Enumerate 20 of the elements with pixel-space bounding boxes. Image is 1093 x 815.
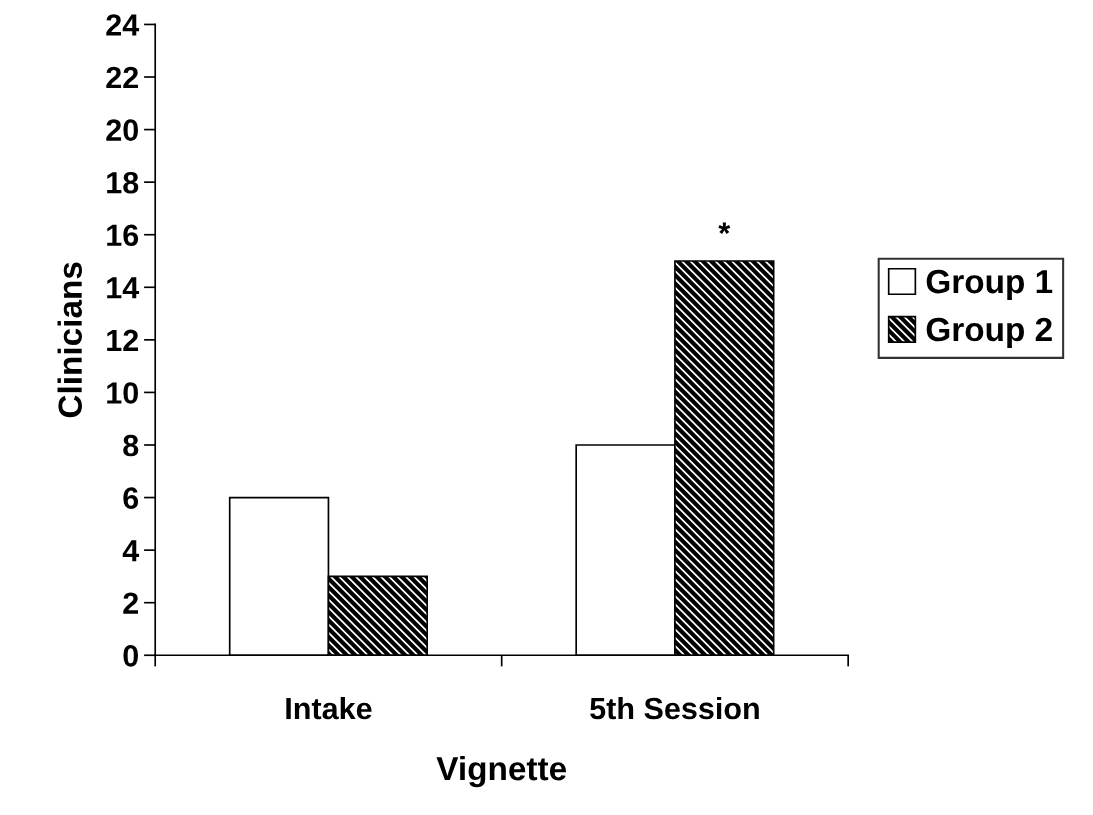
x-axis-title: Vignette <box>436 755 567 788</box>
x-tick-label: Intake <box>286 696 372 720</box>
y-tick-label: 6 <box>123 487 139 509</box>
y-tick-label: 22 <box>106 66 139 89</box>
y-tick-label: 0 <box>123 645 138 667</box>
x-tick-label: 5th Session <box>590 696 759 720</box>
y-tick-label: 14 <box>107 277 140 299</box>
y-tick-label: 4 <box>122 540 140 562</box>
legend-label: Group 2 <box>926 317 1052 348</box>
y-axis-title: Clinicians <box>57 262 82 418</box>
y-tick-label: 16 <box>107 224 139 247</box>
y-tick-label: 18 <box>107 171 139 194</box>
annotation: * <box>718 222 731 234</box>
y-tick-label: 8 <box>123 434 139 457</box>
y-tick-label: 2 <box>123 592 139 614</box>
legend-label: Group 1 <box>926 269 1053 300</box>
y-tick-label: 24 <box>106 14 140 36</box>
y-tick-label: 12 <box>107 329 139 351</box>
y-tick-label: 20 <box>106 119 138 141</box>
y-tick-label: 10 <box>107 382 138 404</box>
